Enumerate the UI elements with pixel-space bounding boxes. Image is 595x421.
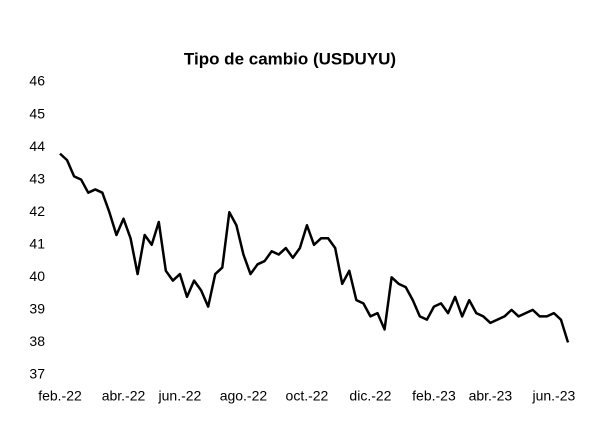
- y-tick-label: 39: [29, 301, 45, 317]
- y-tick-label: 41: [29, 235, 45, 251]
- x-tick-label: dic.-22: [349, 388, 391, 404]
- x-tick-label: oct.-22: [286, 388, 329, 404]
- y-tick-label: 40: [29, 268, 45, 284]
- line-series: [59, 152, 570, 343]
- y-tick-label: 38: [29, 333, 45, 349]
- x-tick-label: feb.-22: [38, 388, 82, 404]
- y-tick-label: 44: [29, 138, 45, 154]
- x-tick-label: feb.-23: [412, 388, 456, 404]
- y-tick-label: 37: [29, 366, 45, 382]
- y-tick-label: 43: [29, 170, 45, 186]
- y-tick-label: 46: [29, 73, 45, 89]
- y-tick-label: 45: [29, 105, 45, 121]
- x-tick-label: jun.-22: [158, 388, 202, 404]
- x-tick-label: abr.-22: [102, 388, 146, 404]
- x-tick-label: abr.-23: [469, 388, 513, 404]
- y-tick-label: 42: [29, 203, 45, 219]
- x-tick-label: jun.-23: [531, 388, 575, 404]
- x-tick-label: ago.-22: [220, 388, 268, 404]
- chart-title: Tipo de cambio (USDUYU): [184, 49, 396, 68]
